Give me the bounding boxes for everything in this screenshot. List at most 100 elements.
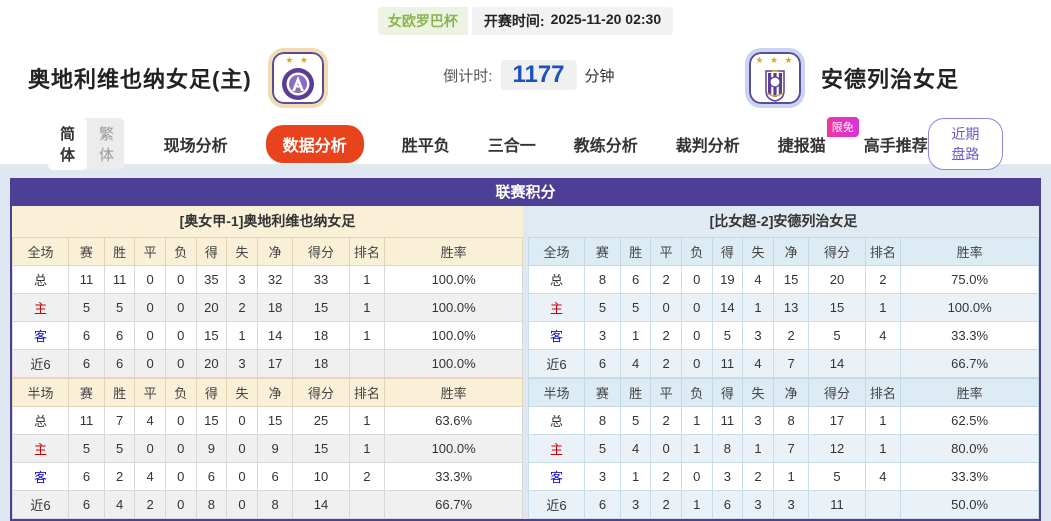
stat-cell: 5	[103, 434, 136, 463]
austria-vienna-crest-icon	[281, 68, 314, 100]
column-header: 胜	[103, 378, 136, 407]
stat-cell: 3	[584, 462, 621, 491]
star-icons: ★ ★ ★	[755, 55, 795, 65]
stat-cell: 20	[195, 293, 228, 322]
column-header: 净	[772, 378, 810, 407]
stat-cell: 0	[164, 434, 197, 463]
table-row: 总 11 7 4 0 15 0 15 25 1 63.6%	[11, 406, 523, 435]
stat-cell: 4	[619, 349, 652, 378]
stat-cell: 15	[195, 406, 228, 435]
stat-cell: 0	[164, 321, 197, 350]
column-header: 负	[164, 237, 197, 266]
stat-cell: 8	[256, 490, 294, 519]
stat-cell: 11	[68, 265, 105, 294]
stat-cell: 1	[619, 321, 652, 350]
stat-cell: 9	[256, 434, 294, 463]
column-header: 全场	[11, 237, 70, 266]
stat-cell: 15	[808, 293, 866, 322]
lang-simplified-button[interactable]: 简体	[48, 118, 88, 170]
table-row: 主 5 5 0 0 20 2 18 15 1 100.0%	[11, 293, 523, 322]
column-header: 失	[226, 237, 258, 266]
stat-cell	[348, 490, 386, 519]
stat-cell: 6	[103, 321, 136, 350]
stat-cell: 33	[292, 265, 350, 294]
row-label: 客	[527, 321, 586, 350]
column-header: 平	[134, 378, 166, 407]
stat-cell: 0	[164, 349, 197, 378]
stat-cell: 3	[742, 321, 774, 350]
column-header: 净	[256, 237, 294, 266]
home-halftime-table: 半场赛胜平负得失净得分 排名 胜率总 11 7 4 0 15 0 15 25 1 63.6% 主 5 5 0 0 9…	[11, 378, 523, 519]
stat-cell: 10	[292, 462, 350, 491]
row-label: 客	[527, 462, 586, 491]
stat-cell: 15	[256, 406, 294, 435]
table-row: 总 8 5 2 1 11 3 8 17 1 62.5%	[527, 406, 1039, 435]
stat-cell: 2	[772, 321, 810, 350]
stat-cell: 11	[711, 406, 744, 435]
stat-cell: 100.0%	[384, 434, 523, 463]
table-row: 总 8 6 2 0 19 4 15 20 2 75.0%	[527, 265, 1039, 294]
stat-cell: 100.0%	[384, 293, 523, 322]
stat-cell: 50.0%	[900, 490, 1039, 519]
lang-traditional-button[interactable]: 繁体	[99, 126, 115, 164]
stat-cell: 35	[195, 265, 228, 294]
stat-cell: 62.5%	[900, 406, 1039, 435]
stat-cell: 3	[584, 321, 621, 350]
nav-tab[interactable]: 胜平负	[401, 138, 450, 155]
row-label: 近6	[527, 349, 586, 378]
stat-cell: 3	[711, 462, 744, 491]
stat-cell: 14	[256, 321, 294, 350]
nav-tab[interactable]: 数据分析	[265, 125, 364, 163]
anderlecht-crest-icon	[765, 69, 785, 102]
limited-free-badge: 限免	[826, 117, 859, 137]
stat-cell: 15	[292, 293, 350, 322]
nav-tab[interactable]: 三合一	[487, 138, 536, 155]
column-header: 净	[772, 237, 810, 266]
stat-cell: 14	[292, 490, 350, 519]
countdown: 倒计时: 1177 分钟	[443, 60, 615, 90]
away-fulltime-table: 全场赛胜平负得失净得分 排名 胜率总 8 6 2 0 19 4 15 20 2 75.0% 主 5 5 0 0 14…	[527, 237, 1039, 378]
column-header: 净	[256, 378, 294, 407]
nav-tab[interactable]: 高手推荐	[863, 138, 928, 155]
stat-cell: 5	[584, 293, 621, 322]
column-header: 负	[680, 378, 713, 407]
column-header: 赛	[584, 378, 621, 407]
away-team-name: 安德列治女足	[821, 67, 960, 92]
column-header: 全场	[527, 237, 586, 266]
stat-cell: 6	[584, 349, 621, 378]
table-row: 近6 6 4 2 0 11 4 7 14 66.7%	[527, 349, 1039, 378]
stat-cell: 2	[650, 490, 682, 519]
column-header: 胜	[619, 237, 652, 266]
stat-cell: 1	[742, 293, 774, 322]
stat-cell: 4	[134, 406, 166, 435]
nav-tab[interactable]: 现场分析	[163, 138, 228, 155]
stat-cell: 0	[164, 293, 197, 322]
table-row: 近6 6 4 2 0 8 0 8 14 66.7%	[11, 490, 523, 519]
stat-cell: 66.7%	[900, 349, 1039, 378]
row-label: 总	[11, 406, 70, 435]
language-toggle[interactable]: 简体 繁体	[48, 118, 124, 170]
stat-cell: 5	[619, 293, 652, 322]
stat-cell: 66.7%	[384, 490, 523, 519]
league-badge: 女欧罗巴杯	[377, 7, 468, 35]
stat-cell: 18	[292, 349, 350, 378]
nav-tab[interactable]: 裁判分析	[675, 138, 740, 155]
stat-cell: 2	[650, 321, 682, 350]
nav-tab[interactable]: 捷报猫 限免	[778, 117, 859, 156]
stat-cell: 1	[864, 434, 902, 463]
column-header: 得	[195, 237, 228, 266]
stat-cell: 2	[348, 462, 386, 491]
stat-cell: 20	[195, 349, 228, 378]
stat-cell: 5	[619, 406, 652, 435]
stat-cell	[348, 349, 386, 378]
column-header: 胜	[619, 378, 652, 407]
recent-odds-button[interactable]: 近期盘路	[927, 118, 1003, 170]
stat-cell: 13	[772, 293, 810, 322]
stat-cell: 4	[864, 462, 902, 491]
stat-cell: 6	[103, 349, 136, 378]
stat-cell: 6	[68, 349, 105, 378]
nav-tab[interactable]: 教练分析	[573, 138, 638, 155]
stat-cell: 3	[226, 349, 258, 378]
away-stats-section: [比女超-2]安德列治女足 全场赛胜平负得失净得分 排名 胜率总 8 6 2 0 19 4 15 2…	[527, 206, 1039, 519]
stat-cell: 18	[292, 321, 350, 350]
